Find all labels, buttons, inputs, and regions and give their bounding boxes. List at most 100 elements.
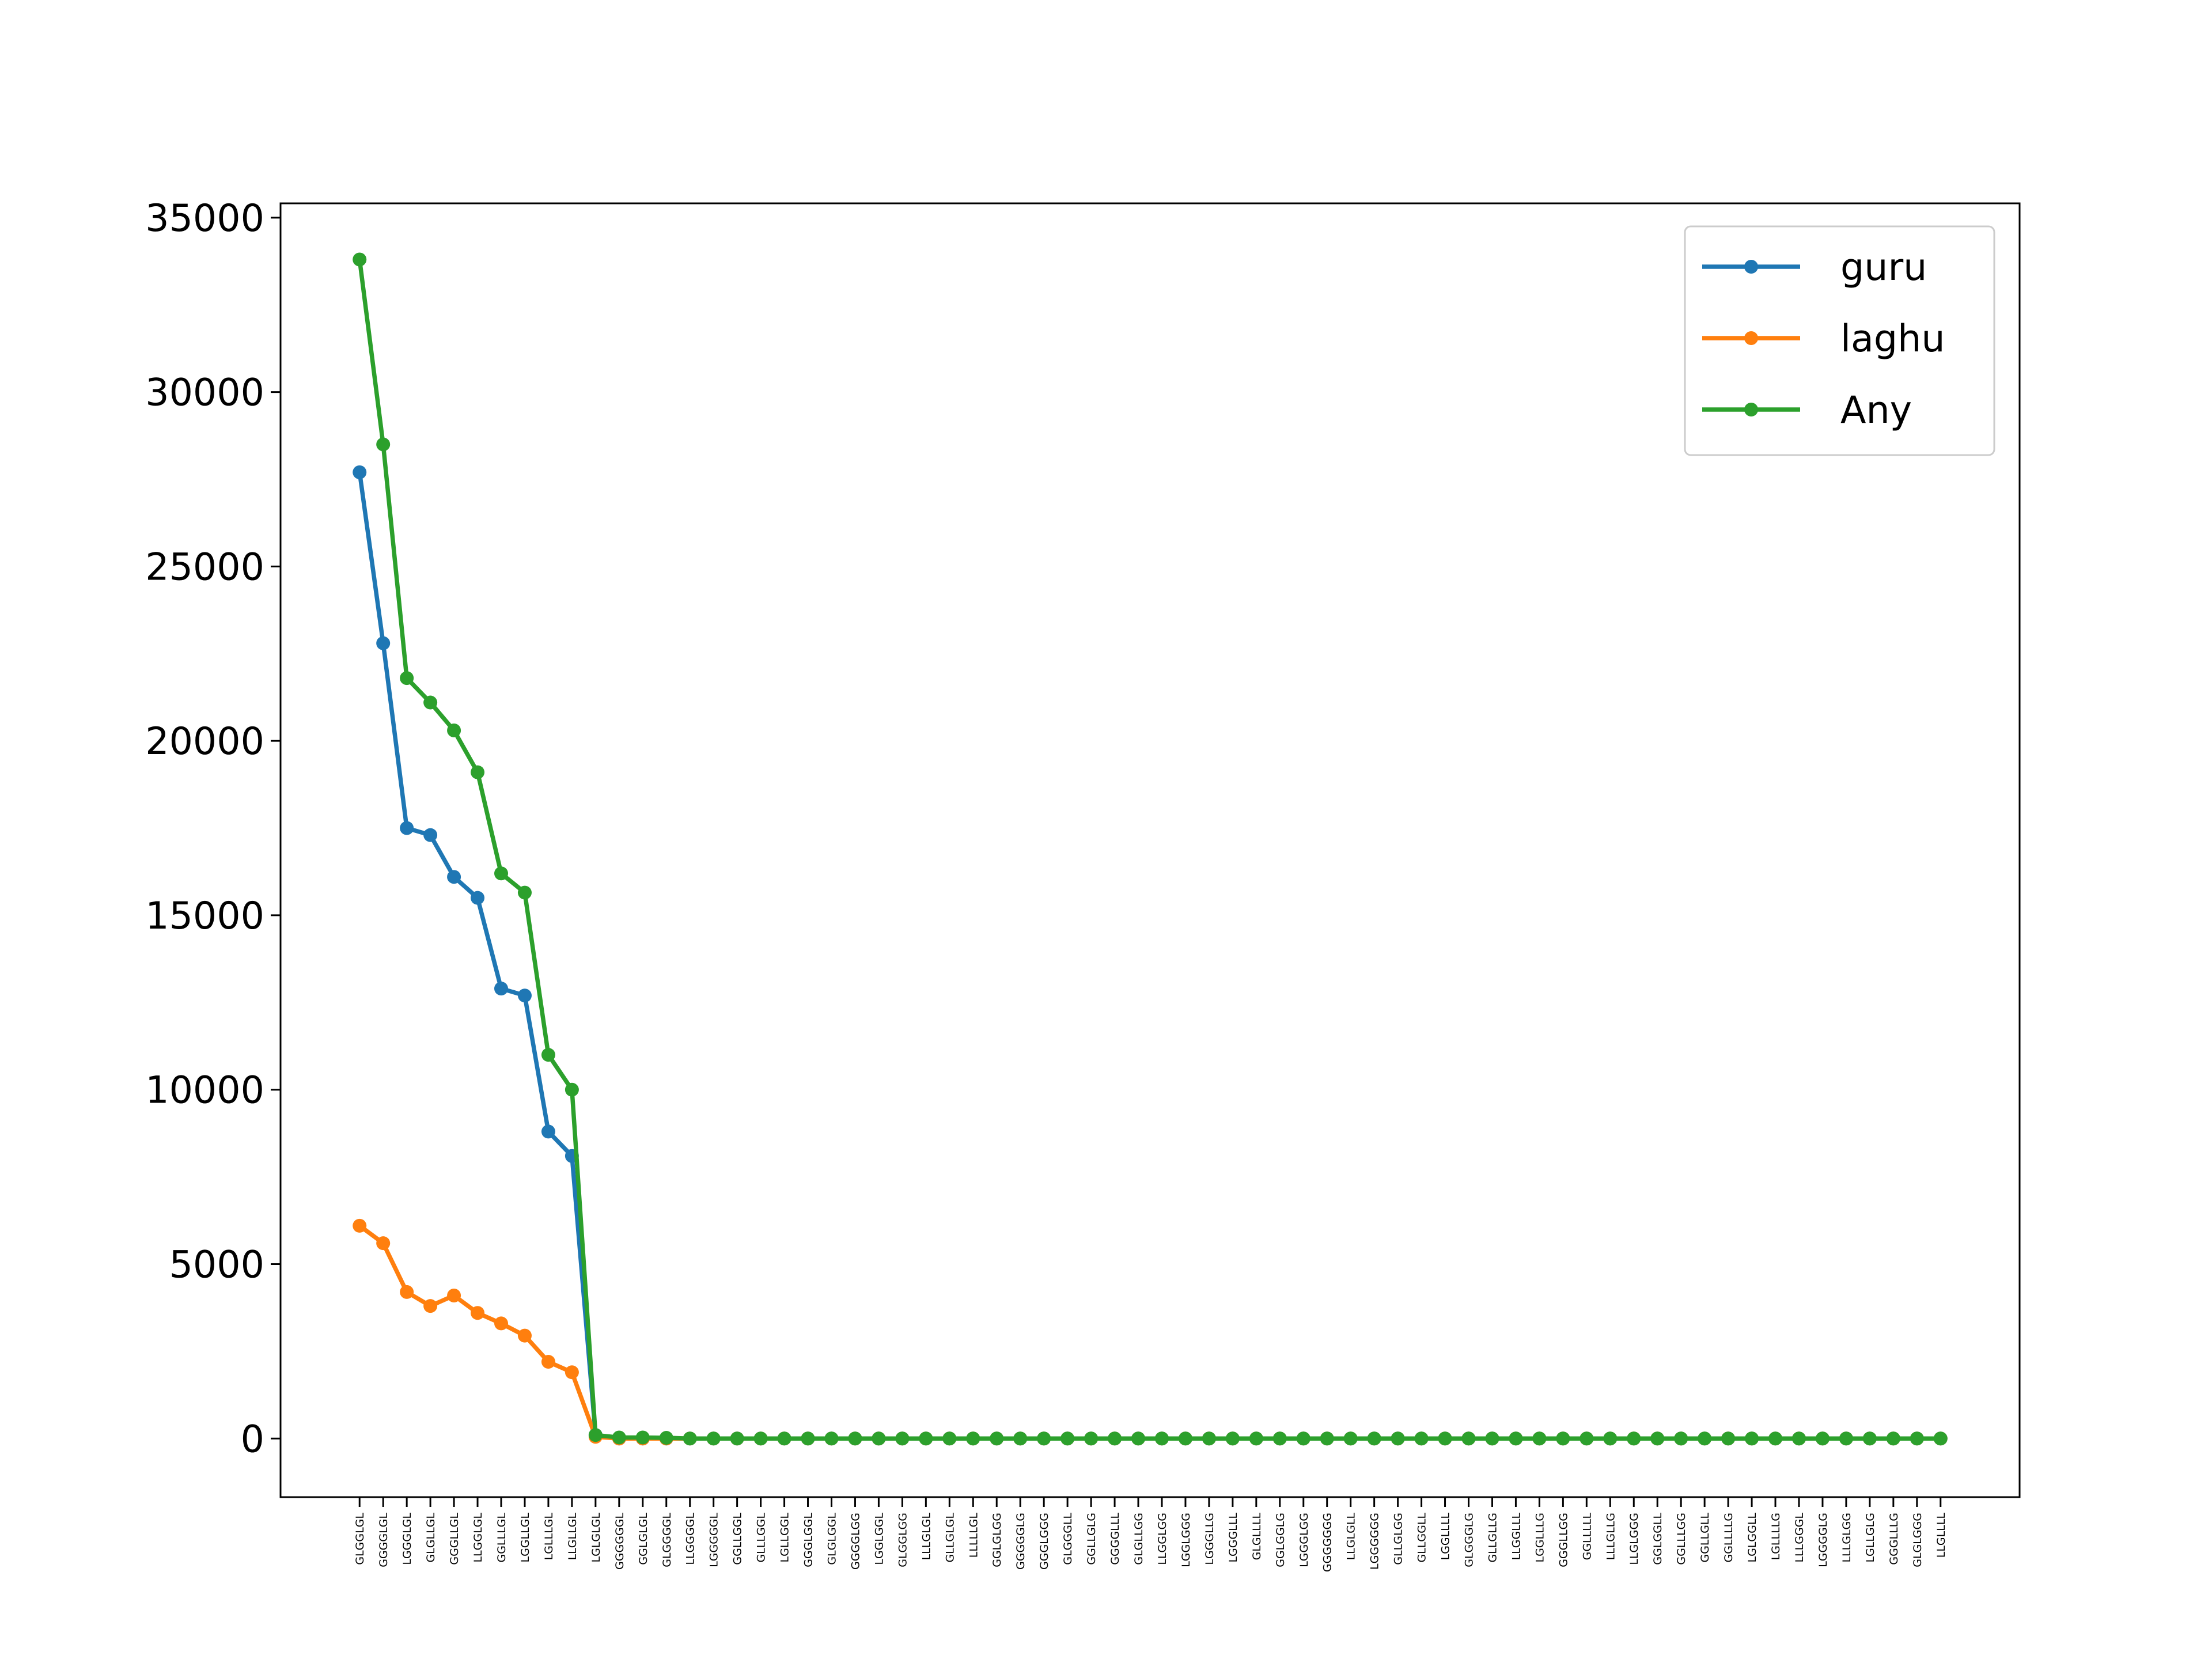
x-tick-label: LGLGGLL: [1746, 1513, 1759, 1563]
point: [517, 1328, 532, 1343]
x-tick-label: GGLGLGG: [991, 1513, 1003, 1567]
x-tick-label: GLGGLGL: [354, 1513, 366, 1565]
x-tick-label: LGGGGGG: [1369, 1513, 1381, 1570]
point: [353, 465, 367, 479]
point: [471, 891, 485, 905]
point: [588, 1428, 603, 1442]
x-tick-label: LGLLGLG: [1864, 1513, 1877, 1563]
point: [1627, 1431, 1641, 1446]
point: [400, 821, 414, 835]
x-tick-label: GLLGLGL: [944, 1513, 956, 1563]
legend-label: guru: [1840, 246, 1927, 289]
x-tick-label: GLGLLGG: [1132, 1513, 1145, 1565]
point: [1178, 1431, 1192, 1446]
x-tick-label: GGLGGLL: [1652, 1513, 1664, 1565]
x-tick-label: GGLGLGL: [637, 1513, 650, 1565]
x-tick-label: GLGGGLL: [1062, 1513, 1074, 1565]
point: [565, 1365, 579, 1380]
legend-marker: [1744, 403, 1758, 416]
x-tick-label: LGGLGGG: [1180, 1513, 1192, 1567]
point: [1580, 1431, 1594, 1446]
point: [471, 765, 485, 779]
point: [1815, 1431, 1830, 1446]
x-tick-label: GGLGGLG: [1274, 1513, 1287, 1567]
x-tick-label: LGGGGGL: [708, 1513, 721, 1567]
point: [517, 885, 532, 900]
x-tick-label: LLGLGLL: [1345, 1513, 1358, 1560]
point: [423, 1299, 438, 1313]
x-tick-label: GGLLLLG: [1722, 1513, 1735, 1563]
point: [872, 1431, 886, 1446]
point: [1485, 1431, 1499, 1446]
point: [541, 1355, 555, 1369]
point: [1886, 1431, 1900, 1446]
point: [1225, 1431, 1240, 1446]
point: [1603, 1431, 1618, 1446]
x-tick-label: GLLGLGG: [1392, 1513, 1405, 1565]
x-tick-label: LGLLLGL: [543, 1513, 555, 1560]
point: [1084, 1431, 1099, 1446]
point: [376, 1236, 391, 1251]
point: [730, 1431, 744, 1446]
x-tick-label: GLGGLGG: [896, 1513, 909, 1567]
point: [1674, 1431, 1688, 1446]
x-tick-label: GGGLLLG: [1888, 1513, 1900, 1565]
x-tick-label: GGGGLLL: [1109, 1513, 1122, 1565]
point: [1509, 1431, 1523, 1446]
x-tick-label: GGLLGLG: [1085, 1513, 1098, 1565]
point: [777, 1431, 791, 1446]
point: [1461, 1431, 1476, 1446]
point: [895, 1431, 910, 1446]
y-tick-label: 5000: [169, 1243, 264, 1286]
x-tick-label: GGGGGGG: [1321, 1513, 1334, 1572]
x-tick-label: GLLLGGL: [755, 1513, 768, 1563]
x-tick-label: LLGGLGL: [472, 1513, 484, 1563]
x-tick-label: GLGLLGL: [425, 1513, 437, 1563]
x-tick-label: LGLGLGL: [590, 1513, 603, 1563]
point: [423, 828, 438, 842]
x-tick-label: GLLGGLL: [1416, 1513, 1429, 1563]
point: [541, 1048, 555, 1062]
x-tick-label: LLGGLGG: [1156, 1513, 1169, 1565]
point: [1154, 1431, 1169, 1446]
point: [494, 982, 509, 996]
point: [1296, 1431, 1310, 1446]
point: [1556, 1431, 1570, 1446]
y-tick-label: 10000: [145, 1069, 264, 1112]
point: [801, 1431, 815, 1446]
x-tick-label: GLGLGGG: [1911, 1513, 1924, 1567]
x-tick-label: LGGGLGG: [1298, 1513, 1310, 1567]
point: [1650, 1431, 1665, 1446]
point: [1745, 1431, 1759, 1446]
x-tick-label: LGGLGGL: [873, 1513, 885, 1565]
point: [1320, 1431, 1334, 1446]
y-tick-label: 25000: [145, 546, 264, 589]
point: [706, 1431, 721, 1446]
x-tick-label: GGGLGGL: [802, 1513, 815, 1567]
point: [1768, 1431, 1783, 1446]
point: [1131, 1431, 1146, 1446]
point: [1249, 1431, 1263, 1446]
point: [1037, 1431, 1051, 1446]
point: [541, 1124, 555, 1139]
x-tick-label: GGGGLGG: [849, 1513, 862, 1570]
y-tick-label: 30000: [145, 372, 264, 415]
x-tick-label: LGLLLLG: [1770, 1513, 1782, 1560]
point: [612, 1430, 626, 1445]
point: [353, 252, 367, 267]
point: [753, 1431, 768, 1446]
x-tick-label: LLLLLGL: [967, 1513, 980, 1558]
x-tick-label: GLLGLLG: [1486, 1513, 1499, 1563]
x-tick-label: GLGLLLL: [1251, 1513, 1263, 1560]
point: [635, 1430, 650, 1445]
point: [659, 1431, 673, 1445]
point: [1060, 1431, 1075, 1446]
x-tick-label: GLGLGGL: [825, 1513, 838, 1565]
x-tick-label: GGLLGLL: [1699, 1513, 1711, 1563]
point: [447, 723, 461, 737]
plot-frame: [279, 202, 2021, 1498]
point: [942, 1431, 957, 1446]
point: [1698, 1431, 1712, 1446]
point: [1272, 1431, 1287, 1446]
x-tick-label: LLLGLLG: [1604, 1513, 1617, 1560]
